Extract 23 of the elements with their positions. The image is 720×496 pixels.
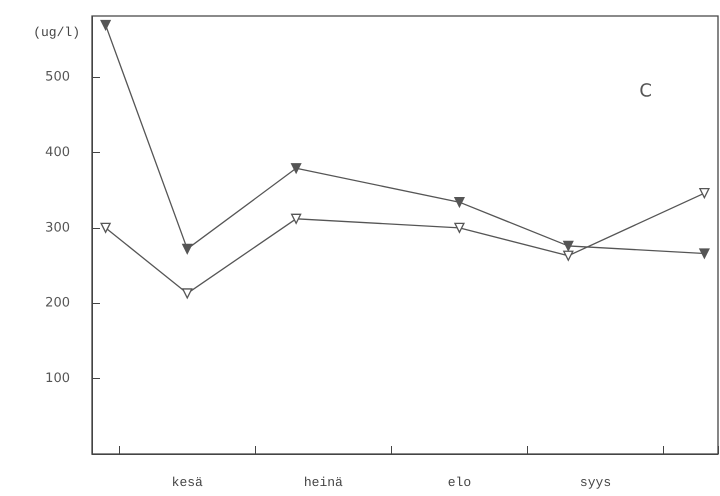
point	[100, 222, 111, 233]
point	[563, 240, 574, 252]
point	[699, 248, 710, 259]
point	[699, 188, 710, 198]
y-tick-label: 200	[45, 296, 70, 311]
x-tick-label: heinä	[304, 475, 344, 490]
y-axis-title: (ug/l)	[33, 25, 80, 40]
x-tick-label: syys	[580, 475, 612, 490]
point	[290, 214, 302, 224]
point	[290, 163, 302, 174]
x-tick-label: kesä	[172, 475, 204, 490]
y-tick-label: 400	[45, 144, 70, 160]
point	[454, 222, 465, 233]
annotation: C	[639, 80, 652, 102]
point	[454, 197, 465, 208]
point	[182, 288, 192, 299]
y-tick-label: 500	[45, 70, 70, 85]
point	[182, 244, 192, 254]
point	[563, 250, 574, 261]
x-tick-label: elo	[448, 475, 472, 490]
y-tick-label: 300	[45, 220, 70, 236]
y-tick-label: 100	[45, 371, 70, 386]
point	[100, 20, 111, 30]
